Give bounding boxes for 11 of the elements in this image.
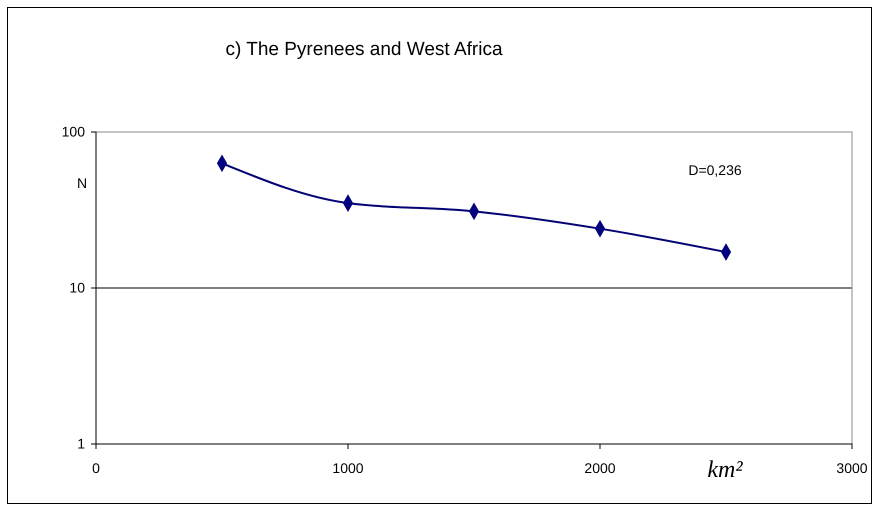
x-tick-label: 0: [92, 460, 100, 476]
annotation: D=0,236: [688, 162, 742, 178]
y-axis-title: N: [76, 175, 88, 191]
x-axis-title: km²: [707, 457, 744, 483]
y-tick-label: 10: [69, 279, 86, 296]
x-tick-label: 1000: [332, 460, 364, 476]
y-tick-label: 1: [77, 435, 86, 452]
chart-title: c) The Pyrenees and West Africa: [225, 39, 503, 60]
y-tick-label: 100: [62, 123, 86, 140]
x-tick-label: 3000: [836, 460, 868, 476]
x-tick-label: 2000: [584, 460, 616, 476]
